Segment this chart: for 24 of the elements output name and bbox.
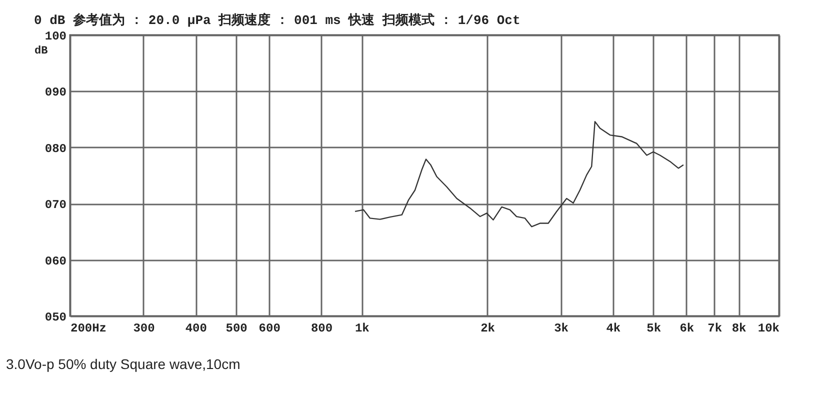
x-tick-label: 5k: [646, 322, 662, 336]
text: 3.0Vo-p 50% duty Square wave,10cm: [6, 356, 240, 372]
y-tick-label: 090: [44, 86, 66, 100]
y-tick-label: 050: [44, 310, 66, 324]
y-tick-label: 060: [44, 254, 66, 268]
y-tick-label: 080: [44, 142, 66, 156]
x-tick-label: 500: [226, 322, 248, 336]
x-tick-label: 800: [310, 322, 333, 336]
x-tick-label: 3k: [554, 322, 568, 336]
y-axis-title: dB: [34, 46, 48, 58]
x-tick-label: 2k: [480, 322, 496, 336]
x-tick-label: 8k: [732, 322, 746, 336]
x-tick-label: 4k: [606, 322, 621, 336]
x-tick-label: 1k: [354, 322, 370, 336]
x-tick-label: 6k: [680, 322, 694, 336]
chart-title: 0 dB 参考值为 : 20.0 μPa 扫频速度 : 001 ms 快速 扫频模式 : 1/96 Oct: [34, 12, 520, 28]
x-tick-label: 10k: [758, 322, 780, 336]
x-tick-label: 200Hz: [70, 322, 107, 336]
y-tick-label: 100: [44, 30, 66, 44]
x-tick-label: 400: [185, 322, 207, 336]
x-tick-label: 600: [258, 322, 280, 336]
x-tick-label: 300: [133, 322, 155, 336]
x-tick-label: 7k: [708, 322, 722, 336]
y-tick-label: 070: [44, 198, 66, 212]
